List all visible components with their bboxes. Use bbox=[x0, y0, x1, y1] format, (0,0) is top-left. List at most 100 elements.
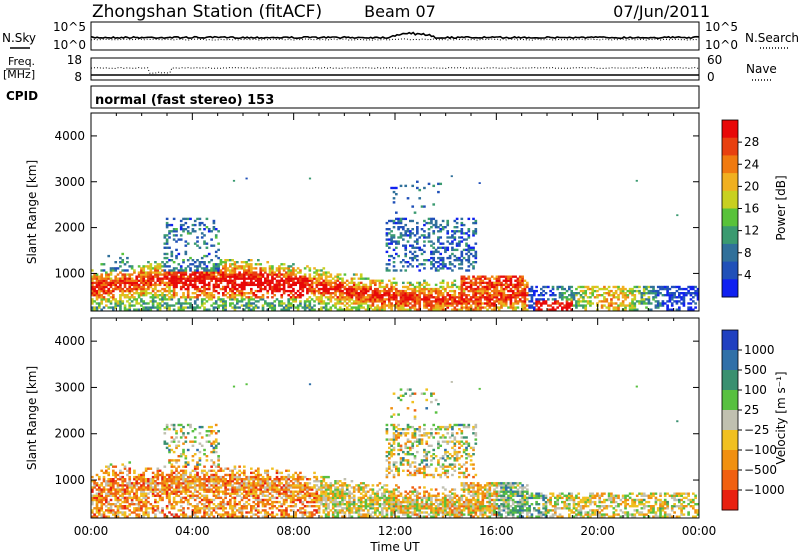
velocity-cell bbox=[198, 500, 202, 504]
power-cell bbox=[659, 285, 662, 289]
power-cell bbox=[289, 265, 293, 268]
power-cell bbox=[172, 234, 176, 237]
power-cell bbox=[119, 296, 122, 299]
power-cell bbox=[158, 279, 162, 282]
velocity-cell bbox=[238, 475, 241, 479]
power-cell bbox=[137, 275, 141, 278]
power-cell bbox=[355, 294, 358, 297]
power-cell bbox=[310, 289, 314, 293]
power-cell bbox=[451, 308, 454, 311]
power-cell bbox=[292, 287, 295, 291]
power-cell bbox=[214, 275, 218, 278]
power-cell bbox=[231, 269, 234, 272]
power-cell bbox=[369, 279, 372, 282]
power-cell bbox=[596, 296, 599, 299]
power-cell bbox=[306, 281, 309, 285]
power-cell bbox=[434, 219, 438, 223]
power-cell bbox=[437, 289, 440, 293]
power-cell bbox=[509, 296, 513, 299]
velocity-cell bbox=[247, 511, 251, 514]
velocity-cell bbox=[217, 507, 220, 510]
velocity-cell bbox=[149, 503, 153, 506]
velocity-cell bbox=[273, 500, 277, 504]
power-cell bbox=[119, 261, 122, 264]
power-cell bbox=[467, 228, 471, 231]
velocity-cell bbox=[128, 471, 132, 475]
power-cell bbox=[243, 285, 246, 289]
power-cell bbox=[385, 294, 389, 297]
power-cell bbox=[374, 300, 377, 303]
velocity-cell bbox=[273, 478, 277, 481]
power-cell bbox=[278, 275, 281, 278]
power-cell bbox=[378, 298, 382, 301]
power-cell bbox=[133, 279, 136, 282]
power-cell bbox=[406, 296, 410, 299]
velocity-cell bbox=[151, 511, 155, 514]
power-cell bbox=[528, 306, 531, 309]
power-cell bbox=[423, 289, 426, 293]
power-cell bbox=[378, 289, 382, 293]
power-cell bbox=[388, 246, 391, 249]
power-cell bbox=[303, 267, 307, 270]
power-cell bbox=[430, 289, 433, 293]
power-cell bbox=[313, 281, 316, 285]
power-cell bbox=[154, 306, 157, 309]
power-cell bbox=[158, 302, 162, 305]
power-cell bbox=[95, 277, 99, 280]
power-cell bbox=[430, 292, 433, 295]
velocity-cell bbox=[156, 482, 160, 485]
power-cell bbox=[413, 246, 417, 249]
power-cell bbox=[289, 302, 293, 305]
velocity-cell bbox=[168, 500, 171, 504]
velocity-cell bbox=[254, 513, 258, 516]
velocity-cell bbox=[222, 482, 225, 485]
power-cell bbox=[533, 306, 536, 309]
power-cell bbox=[207, 261, 211, 264]
velocity-cell bbox=[165, 480, 169, 483]
power-cell bbox=[257, 277, 260, 280]
velocity-cell bbox=[112, 486, 115, 489]
velocity-cell bbox=[165, 473, 169, 477]
power-cell bbox=[411, 294, 415, 297]
power-cell bbox=[266, 304, 270, 307]
power-cell bbox=[324, 308, 328, 311]
power-cell bbox=[502, 289, 506, 293]
velocity-cell bbox=[252, 482, 256, 485]
power-cell bbox=[399, 217, 403, 221]
power-cell bbox=[357, 302, 361, 305]
power-cell bbox=[236, 300, 239, 303]
power-cell bbox=[109, 269, 113, 272]
power-cell bbox=[427, 234, 431, 237]
power-cell bbox=[231, 281, 234, 285]
velocity-cell bbox=[257, 469, 260, 472]
velocity-cell bbox=[268, 503, 272, 506]
velocity-cell bbox=[243, 490, 246, 493]
power-cell bbox=[336, 279, 340, 282]
power-cell bbox=[535, 289, 538, 293]
velocity-cell bbox=[247, 494, 251, 497]
velocity-cell bbox=[98, 496, 101, 500]
velocity-cell bbox=[168, 461, 171, 464]
power-cell bbox=[509, 306, 513, 309]
power-cell bbox=[224, 275, 227, 278]
noise-search-trace bbox=[90, 38, 700, 41]
velocity-cell bbox=[264, 478, 267, 481]
power-cell bbox=[507, 294, 510, 297]
power-cell bbox=[133, 292, 136, 295]
power-cell bbox=[149, 277, 153, 280]
velocity-cell bbox=[151, 488, 155, 491]
power-cell bbox=[250, 302, 253, 305]
velocity-cell bbox=[261, 480, 265, 483]
power-cell bbox=[511, 275, 515, 278]
power-cell bbox=[378, 296, 382, 299]
power-cell bbox=[458, 285, 461, 289]
velocity-cell bbox=[238, 469, 241, 472]
power-cell bbox=[455, 244, 459, 247]
power-cell bbox=[432, 300, 436, 303]
velocity-cell bbox=[214, 465, 218, 468]
power-cell bbox=[207, 281, 211, 285]
power-cell bbox=[507, 285, 510, 289]
power-cell bbox=[427, 298, 431, 301]
velocity-cell bbox=[282, 509, 286, 512]
power-cell bbox=[554, 302, 557, 305]
